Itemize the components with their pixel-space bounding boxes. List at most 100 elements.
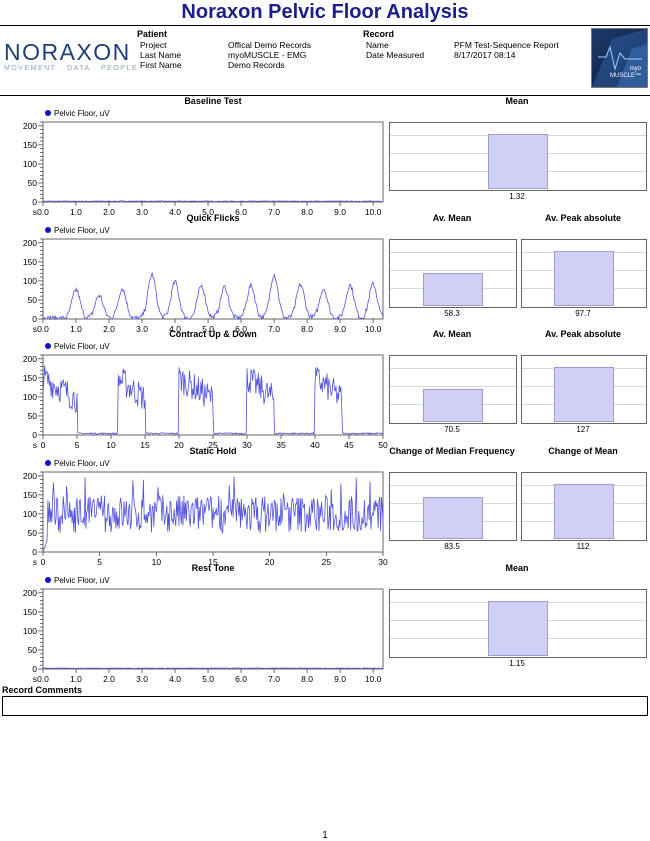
y-tick-label: 0 bbox=[32, 664, 37, 674]
x-tick-label: 0 bbox=[41, 557, 46, 567]
record-value-name: PFM Test-Sequence Report bbox=[454, 40, 559, 50]
legend-marker bbox=[45, 577, 51, 583]
x-tick-label: 10 bbox=[152, 557, 162, 567]
section-rule bbox=[0, 95, 650, 96]
page-number: 1 bbox=[322, 830, 328, 841]
x-tick-label: 40 bbox=[310, 440, 320, 450]
chart-title: Quick Flicks bbox=[186, 213, 240, 223]
patient-label-first-name: First Name bbox=[140, 60, 182, 70]
y-tick-label: 150 bbox=[23, 257, 37, 267]
y-tick-label: 50 bbox=[28, 411, 38, 421]
x-tick-label: 5 bbox=[97, 557, 102, 567]
gridline bbox=[390, 270, 516, 271]
x-tick-label: 3.0 bbox=[136, 207, 148, 217]
y-tick-label: 150 bbox=[23, 607, 37, 617]
myomuscle-badge: myo MUSCLE™ bbox=[591, 28, 648, 88]
x-tick-label: 0.0 bbox=[37, 674, 49, 684]
plot-frame bbox=[42, 588, 384, 670]
record-heading: Record bbox=[363, 29, 395, 39]
y-tick-label: 0 bbox=[32, 430, 37, 440]
x-tick-label: 10 bbox=[106, 440, 116, 450]
summary-bar-chart bbox=[389, 239, 517, 308]
x-tick-label: 5.0 bbox=[202, 674, 214, 684]
x-tick-label: 2.0 bbox=[103, 324, 115, 334]
summary-value: 70.5 bbox=[444, 425, 460, 434]
summary-bar bbox=[554, 367, 614, 422]
patient-heading: Patient bbox=[137, 29, 168, 39]
myomuscle-label-line1: myo bbox=[629, 66, 641, 72]
emg-series-line bbox=[43, 271, 384, 321]
y-tick-label: 100 bbox=[23, 509, 37, 519]
y-tick-label: 50 bbox=[28, 178, 38, 188]
noraxon-logo: NORAXON MOVEMENT · DATA · PEOPLE bbox=[4, 40, 138, 72]
summary-value: 112 bbox=[576, 542, 590, 551]
x-tick-label: 7.0 bbox=[268, 674, 280, 684]
emg-series-line bbox=[42, 365, 384, 436]
summary-title: Av. Peak absolute bbox=[544, 213, 622, 223]
emg-series-line bbox=[42, 667, 383, 670]
summary-title: Av. Peak absolute bbox=[544, 329, 622, 339]
x-tick-label: 10.0 bbox=[365, 324, 382, 334]
summary-bar-chart bbox=[389, 589, 647, 658]
summary-title: Av. Mean bbox=[432, 329, 472, 339]
y-tick-label: 150 bbox=[23, 140, 37, 150]
x-tick-label: 50 bbox=[378, 440, 388, 450]
legend-marker bbox=[45, 460, 51, 466]
emg-line-chart: Pelvic Floor, uV 0 50 100 150 200 0.0 1.0 2.0 3.0… bbox=[23, 109, 384, 217]
legend-label: Pelvic Floor, uV bbox=[54, 576, 110, 585]
y-tick-label: 200 bbox=[23, 121, 37, 131]
x-unit-label: s bbox=[33, 674, 37, 684]
gridline bbox=[390, 252, 516, 253]
summary-bar-chart bbox=[521, 355, 647, 424]
x-tick-label: 30 bbox=[242, 440, 252, 450]
x-tick-label: 25 bbox=[322, 557, 332, 567]
y-tick-label: 200 bbox=[23, 238, 37, 248]
x-tick-label: 15 bbox=[140, 440, 150, 450]
chart-title: Static Hold bbox=[189, 446, 237, 456]
x-tick-label: 8.0 bbox=[301, 324, 313, 334]
summary-bar bbox=[554, 484, 614, 539]
x-tick-label: 25 bbox=[208, 440, 218, 450]
x-tick-label: 9.0 bbox=[334, 324, 346, 334]
y-tick-label: 100 bbox=[23, 276, 37, 286]
y-tick-label: 0 bbox=[32, 314, 37, 324]
emg-line-chart: Pelvic Floor, uV 0 50 100 150 200 0.0 1.0 2.0 3.0… bbox=[23, 226, 384, 334]
record-label-name: Name bbox=[366, 40, 389, 50]
x-tick-label: 4.0 bbox=[169, 207, 181, 217]
report-title: Noraxon Pelvic Floor Analysis bbox=[181, 1, 469, 23]
x-tick-label: 10.0 bbox=[365, 674, 382, 684]
x-tick-label: 30 bbox=[378, 557, 388, 567]
x-tick-label: 15 bbox=[208, 557, 218, 567]
patient-value-first-name: Demo Records bbox=[228, 60, 285, 70]
summary-title: Av. Mean bbox=[432, 213, 472, 223]
plot-frame bbox=[42, 121, 384, 203]
gridline bbox=[390, 485, 516, 486]
x-tick-label: 6.0 bbox=[235, 674, 247, 684]
legend-label: Pelvic Floor, uV bbox=[54, 109, 110, 118]
x-tick-label: 1.0 bbox=[70, 207, 82, 217]
gridline bbox=[390, 368, 516, 369]
x-tick-label: 0.0 bbox=[37, 324, 49, 334]
logo-wordmark: NORAXON bbox=[4, 39, 131, 65]
x-tick-label: 3.0 bbox=[136, 324, 148, 334]
summary-bar-chart bbox=[389, 472, 517, 541]
emg-series-line bbox=[42, 200, 384, 203]
summary-bar-chart bbox=[389, 122, 647, 191]
summary-bar bbox=[554, 251, 614, 306]
x-tick-label: 5 bbox=[75, 440, 80, 450]
legend-marker bbox=[45, 227, 51, 233]
x-tick-label: 2.0 bbox=[103, 207, 115, 217]
x-unit-label: s bbox=[33, 557, 37, 567]
x-unit-label: s bbox=[33, 440, 37, 450]
patient-label-last-name: Last Name bbox=[140, 50, 182, 60]
plot-frame bbox=[42, 238, 384, 320]
emg-series-line bbox=[42, 476, 384, 553]
x-unit-label: s bbox=[33, 324, 37, 334]
x-tick-label: 35 bbox=[276, 440, 286, 450]
x-tick-label: 7.0 bbox=[268, 207, 280, 217]
summary-title: Change of Mean bbox=[548, 446, 618, 456]
summary-bar bbox=[488, 601, 548, 656]
patient-value-project: Offical Demo Records bbox=[228, 40, 311, 50]
emg-line-chart: Pelvic Floor, uV 0 50 100 150 200 0 5 10 15 20 25 30… bbox=[23, 342, 388, 450]
chart-title: Rest Tone bbox=[191, 563, 235, 573]
